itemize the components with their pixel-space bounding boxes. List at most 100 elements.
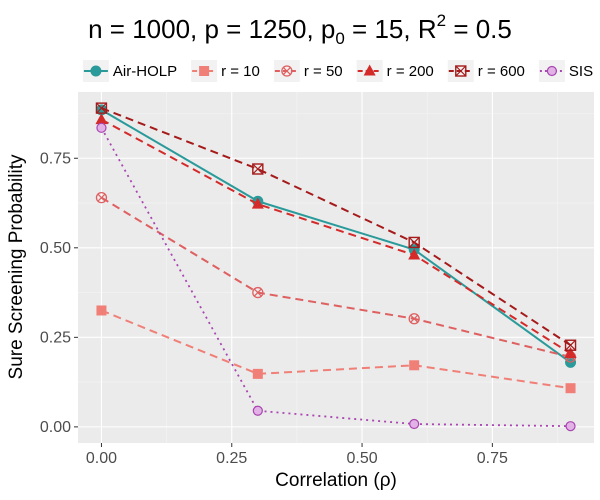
y-axis-title: Sure Screening Probability xyxy=(6,154,27,379)
marker-shape xyxy=(96,122,107,133)
point-r-200-2 xyxy=(408,248,421,260)
point-sis-1 xyxy=(252,405,263,416)
series-line-sis xyxy=(100,127,571,428)
legend: Air-HOLP r = 10 r = 50 r = 200 r = 600 SIS xyxy=(82,60,593,82)
point-sis-2 xyxy=(409,418,420,430)
marker-shape xyxy=(564,346,577,358)
marker-shape xyxy=(252,405,263,416)
marker-shape xyxy=(565,383,576,394)
series-r-600 xyxy=(95,102,577,351)
series-r-10 xyxy=(96,305,576,394)
point-r-600-3 xyxy=(564,339,577,351)
point-r-600-1 xyxy=(252,163,264,175)
x-tick-label-0-25: 0.25 xyxy=(216,450,247,467)
grid xyxy=(78,92,594,443)
point-r-200-0 xyxy=(95,113,108,125)
marker-shape xyxy=(564,339,577,351)
point-r-10-3 xyxy=(565,383,576,394)
marker-cross xyxy=(253,288,262,297)
title-p0-base: p xyxy=(321,14,335,44)
legend-item-sis: SIS xyxy=(538,60,593,82)
legend-item-r-200: r = 200 xyxy=(356,60,434,82)
point-r-10-2 xyxy=(409,360,420,371)
marker-shape xyxy=(252,368,263,379)
marker-shape xyxy=(252,163,264,175)
legend-label-r-10: r = 10 xyxy=(221,63,260,80)
series-line-r-200 xyxy=(100,118,572,355)
point-r-50-0 xyxy=(95,192,108,204)
legend-marker-air-holp xyxy=(90,65,102,77)
point-r-600-0 xyxy=(95,102,108,114)
legend-item-r-600: r = 600 xyxy=(447,60,525,82)
legend-label-r-600: r = 600 xyxy=(478,63,525,80)
legend-item-r-50: r = 50 xyxy=(273,60,343,82)
legend-label-r-50: r = 50 xyxy=(304,63,343,80)
x-tick-label-0-5: 0.50 xyxy=(346,450,377,467)
marker-shape xyxy=(363,64,376,76)
title-n: n = 1000 xyxy=(88,14,190,44)
legend-label-air-holp: Air-HOLP xyxy=(113,63,177,80)
legend-marker-r-600 xyxy=(455,65,467,77)
series-sis xyxy=(96,122,576,432)
marker-shape xyxy=(408,313,420,325)
marker-cross xyxy=(565,339,576,351)
marker-shape xyxy=(409,418,420,430)
series-line-air-holp xyxy=(100,109,572,364)
series-line-r-50 xyxy=(100,196,571,359)
point-r-10-0 xyxy=(96,305,107,316)
point-sis-3 xyxy=(565,421,576,432)
legend-label-sis: SIS xyxy=(569,63,593,80)
marker-cross xyxy=(96,102,107,114)
point-r-200-3 xyxy=(564,346,577,358)
marker-cross xyxy=(282,66,291,76)
marker-cross xyxy=(97,193,106,202)
marker-shape xyxy=(565,421,576,432)
marker-shape xyxy=(252,286,264,299)
title-r2-sup: 2 xyxy=(437,11,446,30)
chart-title: n = 1000, p = 1250, p0 = 15, R2 = 0.5 xyxy=(88,11,512,48)
series-line-r-10 xyxy=(101,309,571,390)
marker-shape xyxy=(96,305,107,316)
marker-shape xyxy=(90,65,102,77)
plot-panel xyxy=(78,92,594,443)
marker-shape xyxy=(455,65,467,77)
point-r-10-1 xyxy=(252,368,263,379)
marker-cross xyxy=(252,163,264,175)
y-tick-label-0-75: 0.75 xyxy=(40,150,71,167)
legend-item-air-holp: Air-HOLP xyxy=(82,60,177,82)
legend-marker-r-200 xyxy=(363,64,376,76)
legend-label-r-200: r = 200 xyxy=(387,63,434,80)
point-sis-0 xyxy=(96,122,107,133)
series-r-50 xyxy=(95,192,577,363)
y-tick-label-0: 0.00 xyxy=(40,419,71,436)
marker-shape xyxy=(95,192,108,204)
marker-shape xyxy=(251,197,264,209)
title-r2-value: = 0.5 xyxy=(446,14,512,44)
x-tick-label-0: 0.00 xyxy=(86,450,117,467)
marker-cross xyxy=(455,65,467,77)
series-r-200 xyxy=(95,113,577,358)
point-r-50-2 xyxy=(408,313,420,325)
series-layer xyxy=(95,102,577,432)
marker-cross xyxy=(410,314,419,323)
marker-shape xyxy=(408,248,421,260)
legend-marker-r-10 xyxy=(199,66,210,76)
marker-shape xyxy=(409,360,420,371)
x-axis-title: Correlation (ρ) xyxy=(275,470,397,491)
legend-marker-sis xyxy=(546,65,558,77)
marker-shape xyxy=(95,113,108,125)
marker-shape xyxy=(546,65,558,77)
title-p: p = 1250 xyxy=(205,14,307,44)
point-r-200-1 xyxy=(251,197,264,209)
axes: 0.00 0.25 0.50 0.75 0.00 0.25 0.50 0.75 xyxy=(40,150,508,467)
marker-cross xyxy=(408,237,420,248)
legend-marker-r-50 xyxy=(281,65,293,77)
x-tick-label-0-75: 0.75 xyxy=(477,450,508,467)
point-r-50-1 xyxy=(252,286,264,299)
marker-shape xyxy=(408,236,420,249)
title-p0-value: = 15 xyxy=(345,14,404,44)
legend-item-r-10: r = 10 xyxy=(191,60,260,82)
marker-shape xyxy=(199,66,210,76)
marker-shape xyxy=(95,102,108,114)
